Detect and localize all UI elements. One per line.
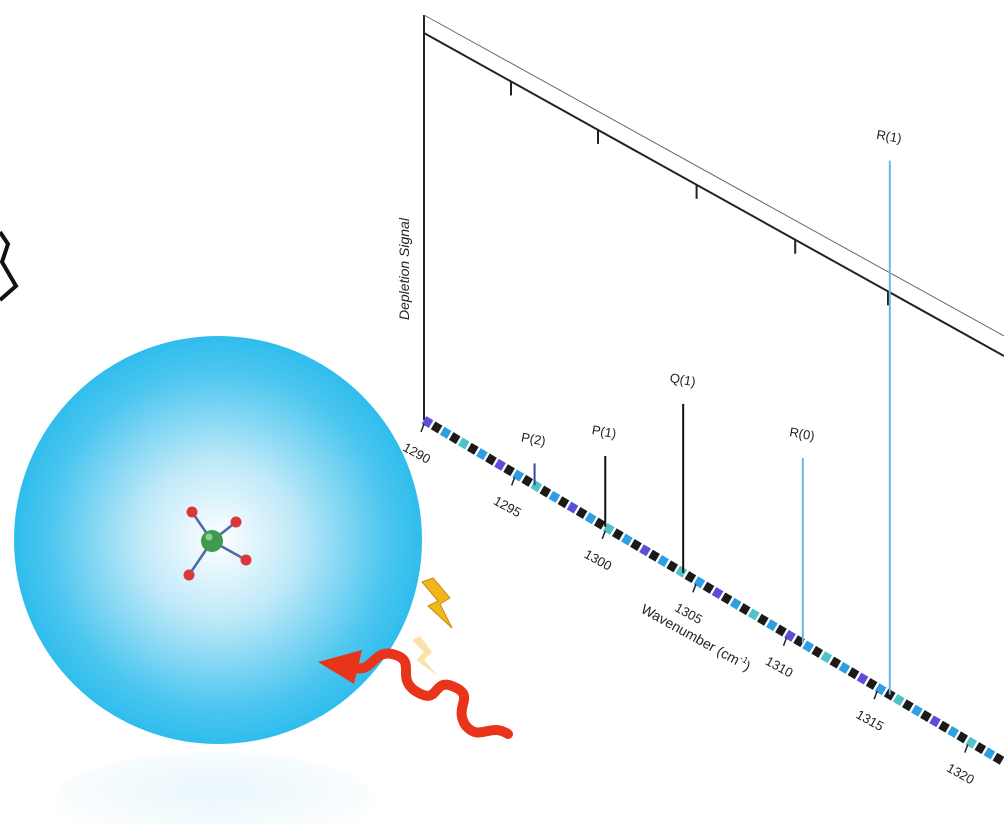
baseline-segment [621, 533, 633, 546]
droplet-illustration [14, 336, 513, 824]
baseline-segment [557, 496, 570, 509]
baseline-segment [521, 474, 534, 487]
x-tick-label-4: 1310 [763, 653, 796, 680]
baseline-segment [593, 517, 606, 530]
baseline-segment [602, 522, 615, 535]
baseline-segment [974, 742, 987, 755]
baseline-segment [820, 651, 833, 664]
baseline-segment [584, 512, 597, 525]
baseline-segment [566, 501, 579, 514]
chart-frame [423, 14, 1004, 420]
baseline-segment [548, 490, 561, 503]
baseline-segment [503, 464, 515, 477]
photon-arrow-icon [318, 648, 513, 739]
baseline-segment [720, 592, 733, 605]
baseline-segment [476, 448, 488, 461]
baseline-segment [938, 720, 950, 733]
baseline-segment [430, 421, 443, 434]
baseline-segment [829, 656, 842, 669]
baseline-segment [947, 726, 959, 738]
top-axis-ticks [510, 81, 889, 306]
peak-label-1: P(1) [591, 422, 618, 441]
top-axis-outer-line [423, 14, 1004, 337]
baseline-segment [766, 619, 778, 632]
x-tick-label-6: 1320 [944, 760, 977, 787]
spectrum-baseline [421, 416, 1004, 765]
molecule-icon [183, 506, 252, 581]
spark-shadow-icon [412, 636, 438, 676]
baseline-segment [793, 635, 805, 648]
baseline-segment [448, 432, 461, 445]
baseline-segment [612, 528, 624, 541]
baseline-segment [575, 506, 588, 519]
baseline-segment [457, 437, 470, 450]
x-tick-mark-0 [420, 423, 425, 433]
baseline-segment [485, 453, 497, 466]
peak-label-0: P(2) [520, 430, 547, 449]
baseline-segment [911, 704, 923, 717]
x-tick-mark-2 [601, 530, 606, 540]
baseline-segment [757, 613, 769, 626]
baseline-segment [775, 624, 787, 637]
baseline-segment [675, 565, 688, 578]
x-tick-mark-4 [782, 637, 788, 647]
baseline-segment [929, 715, 941, 728]
x-tick-label-1: 1295 [491, 493, 524, 520]
baseline-segment [784, 629, 796, 642]
baseline-segment [847, 667, 860, 680]
baseline-segment [539, 485, 552, 498]
baseline-segment [865, 677, 878, 690]
x-tick-label-5: 1315 [854, 707, 887, 734]
baseline-segment [802, 640, 814, 653]
x-tick-mark-3 [692, 584, 697, 593]
spark-icon [421, 577, 453, 629]
left-edge-glyph [0, 230, 19, 302]
baseline-segment [666, 560, 679, 573]
baseline-segment [630, 539, 642, 551]
baseline-segment [693, 576, 706, 589]
spectrum-chart: P(2) P(1)Q(1)R(0)R(1) 1290129513001305131… [396, 14, 1004, 787]
x-tick-mark-1 [510, 477, 516, 486]
x-tick-mark-6 [964, 744, 969, 753]
spectrum-peaks: P(2) P(1) Q(1) R(0) R(1) [520, 127, 903, 695]
baseline-segment [684, 571, 697, 584]
x-tick-label-2: 1300 [582, 546, 615, 573]
baseline-segment [738, 603, 751, 616]
baseline-segment [902, 699, 914, 712]
baseline-segment [711, 587, 724, 600]
peak-label-3: R(0) [788, 424, 816, 443]
baseline-segment [874, 683, 887, 696]
baseline-segment [956, 731, 969, 744]
baseline-segment [494, 458, 506, 471]
baseline-segment [439, 426, 452, 439]
peak-label-4: R(1) [875, 127, 903, 146]
x-axis-title-close: ) [742, 658, 754, 674]
baseline-segment [920, 710, 932, 722]
baseline-segment [892, 693, 905, 706]
baseline-segment [421, 416, 434, 429]
droplet-reflection [55, 752, 375, 824]
baseline-segment [702, 581, 715, 594]
peak-label-2: Q(1) [669, 370, 697, 389]
top-axis-line [423, 32, 1004, 357]
baseline-segment [811, 645, 824, 658]
baseline-segment [983, 747, 996, 760]
baseline-segment [838, 661, 851, 674]
y-axis-title: Depletion Signal [396, 217, 412, 320]
baseline-segment [639, 544, 651, 557]
baseline-segment [512, 469, 524, 482]
baseline-segment [657, 555, 669, 567]
x-tick-mark-5 [873, 690, 878, 700]
baseline-segment [648, 549, 660, 562]
baseline-segment [747, 608, 760, 621]
baseline-segment [729, 597, 742, 610]
baseline-segment [467, 442, 479, 455]
x-axis-title-superscript: -1 [738, 653, 750, 666]
baseline-segment [856, 672, 869, 685]
baseline-segment [992, 752, 1004, 765]
baseline-segment [965, 736, 978, 749]
